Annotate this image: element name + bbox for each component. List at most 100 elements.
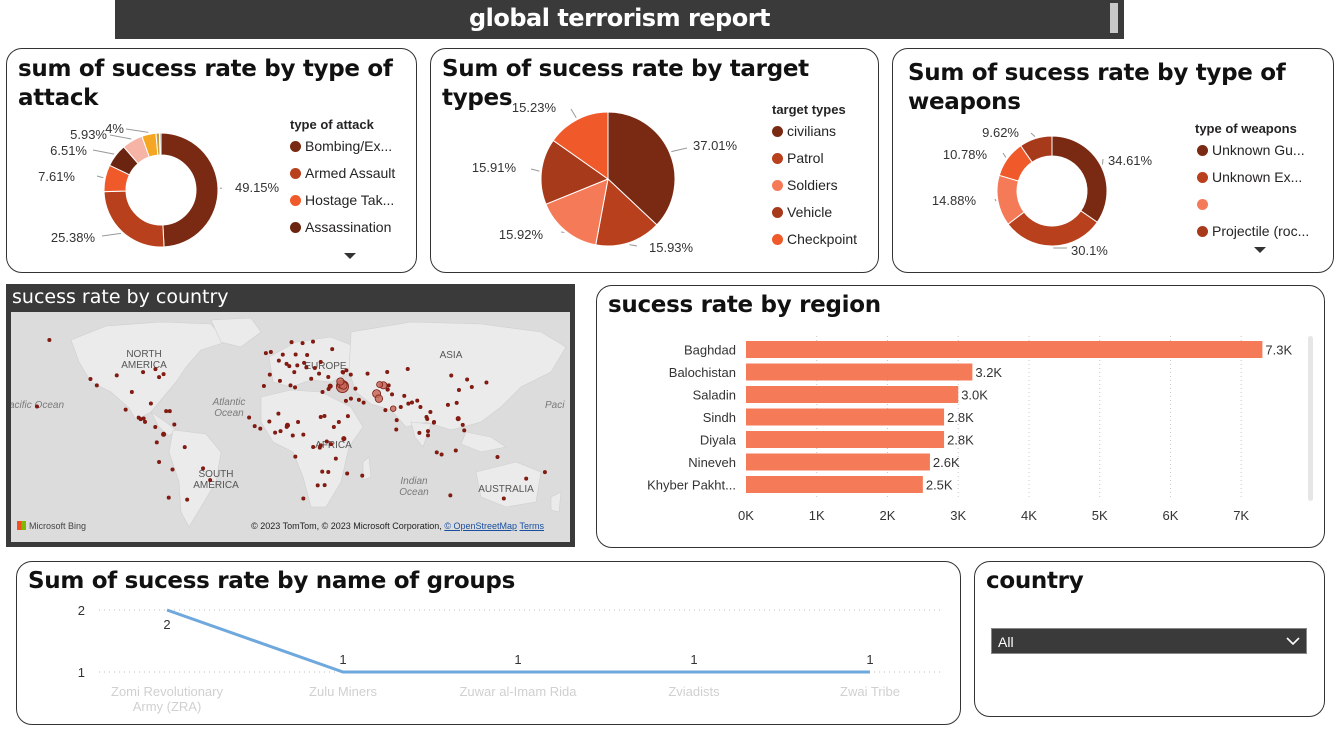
map-bubble[interactable] [268, 350, 273, 355]
map-bubble[interactable] [454, 400, 459, 405]
map-bubble[interactable] [320, 469, 325, 474]
map-bubble[interactable] [289, 340, 294, 345]
map-bubble[interactable] [201, 466, 206, 471]
map-bubble[interactable] [495, 454, 500, 459]
map-bubble[interactable] [390, 405, 397, 412]
map-bubble[interactable] [326, 375, 331, 380]
map-bubble[interactable] [301, 496, 306, 501]
groups-series-line[interactable] [166, 608, 870, 674]
map-bubble[interactable] [293, 454, 298, 459]
map-bubble[interactable] [456, 388, 461, 393]
map-bubble[interactable] [365, 371, 370, 376]
map-bubble[interactable] [336, 377, 345, 386]
map-bubble[interactable] [273, 430, 278, 435]
attack-legend-item[interactable]: Hostage Tak... [290, 192, 394, 208]
map-bubble[interactable] [276, 411, 281, 416]
map-bubble[interactable] [293, 385, 298, 390]
map-bubble[interactable] [356, 397, 361, 402]
map-bubble[interactable] [267, 372, 272, 377]
map-bubble[interactable] [406, 401, 411, 406]
map-bubble[interactable] [344, 368, 349, 373]
map-bubble[interactable] [129, 390, 134, 395]
pie-slice[interactable] [158, 132, 162, 156]
map-bubble[interactable] [311, 444, 316, 449]
map-bubble[interactable] [394, 427, 399, 432]
map-bubble[interactable] [360, 473, 365, 478]
map-bubble[interactable] [320, 390, 325, 395]
map-bubble[interactable] [141, 370, 146, 375]
map-bubble[interactable] [278, 429, 283, 434]
map-bubble[interactable] [301, 432, 306, 437]
map-bubble[interactable] [542, 470, 547, 475]
map-bubble[interactable] [296, 420, 301, 425]
map-bubble[interactable] [94, 383, 99, 388]
country-dropdown[interactable]: All [991, 628, 1307, 654]
map-bubble[interactable] [455, 416, 461, 422]
map-bubble[interactable] [166, 495, 171, 500]
map-bubble[interactable] [293, 352, 298, 357]
map-bubble[interactable] [295, 363, 300, 368]
map-bubble[interactable] [324, 439, 329, 444]
map-bubble[interactable] [333, 456, 338, 461]
map-bubble[interactable] [164, 409, 169, 414]
map-bubble[interactable] [343, 398, 348, 403]
map-bubble[interactable] [398, 405, 403, 410]
map-bubble[interactable] [322, 483, 327, 488]
map-bubble[interactable] [449, 373, 454, 378]
map-bubble[interactable] [167, 409, 172, 414]
chevron-down-icon[interactable] [1254, 247, 1266, 253]
target-legend-item[interactable]: Checkpoint [772, 231, 857, 247]
map-bubble[interactable] [361, 400, 366, 405]
map-bubble[interactable] [469, 385, 474, 390]
map-bubble[interactable] [348, 372, 353, 377]
map-bubble[interactable] [434, 450, 439, 455]
map-bubble[interactable] [431, 420, 436, 425]
weapons-legend-item[interactable]: Unknown Ex... [1197, 169, 1302, 185]
map-bubble[interactable] [341, 370, 346, 375]
map-bubble[interactable] [34, 404, 39, 409]
weapons-legend-item[interactable] [1197, 196, 1212, 212]
map-bubble[interactable] [280, 352, 285, 357]
map-bubble[interactable] [330, 347, 335, 352]
map-bubble[interactable] [405, 367, 410, 372]
map-bubble[interactable] [277, 378, 282, 383]
map-bubble[interactable] [425, 429, 430, 434]
pie-slice[interactable] [1020, 135, 1053, 163]
map-bubble[interactable] [153, 425, 158, 430]
map-bubble[interactable] [462, 428, 467, 433]
map-bubble[interactable] [154, 440, 159, 445]
map-bubble[interactable] [336, 420, 341, 425]
map-bubble[interactable] [312, 366, 317, 371]
map-bubble[interactable] [311, 339, 316, 344]
osm-link[interactable]: © OpenStreetMap [444, 521, 517, 531]
map-bubble[interactable] [326, 387, 331, 392]
attack-legend-item[interactable]: Bombing/Ex... [290, 138, 392, 154]
attack-legend-item[interactable]: Armed Assault [290, 165, 395, 181]
map-bubble[interactable] [300, 341, 305, 346]
pie-slice[interactable] [1007, 210, 1098, 247]
map-bubble[interactable] [322, 414, 327, 419]
map-bubble[interactable] [287, 364, 292, 369]
map-bubble[interactable] [304, 365, 309, 370]
map-bubble[interactable] [383, 408, 388, 413]
map-bubble[interactable] [290, 433, 295, 438]
weapons-legend-item[interactable]: Projectile (roc... [1197, 223, 1309, 239]
map-bubble[interactable] [460, 422, 465, 427]
map-bubble[interactable] [315, 483, 320, 488]
map-bubble[interactable] [345, 414, 350, 419]
map-bubble[interactable] [263, 351, 268, 356]
region-bar[interactable] [746, 453, 930, 471]
pie-slice[interactable] [540, 139, 610, 205]
map-bubble[interactable] [161, 431, 167, 437]
map-bubble[interactable] [402, 393, 407, 398]
map-bubble[interactable] [302, 360, 307, 365]
map-bubble[interactable] [305, 353, 310, 358]
map-bubble[interactable] [394, 418, 399, 423]
map-bubble[interactable] [318, 360, 323, 365]
map-bubble[interactable] [445, 402, 450, 407]
map-bubble[interactable] [88, 377, 93, 382]
map-bubble[interactable] [153, 367, 158, 372]
map-bubble[interactable] [418, 405, 423, 410]
map-bubble[interactable] [288, 383, 293, 388]
map-bubble[interactable] [465, 377, 470, 382]
